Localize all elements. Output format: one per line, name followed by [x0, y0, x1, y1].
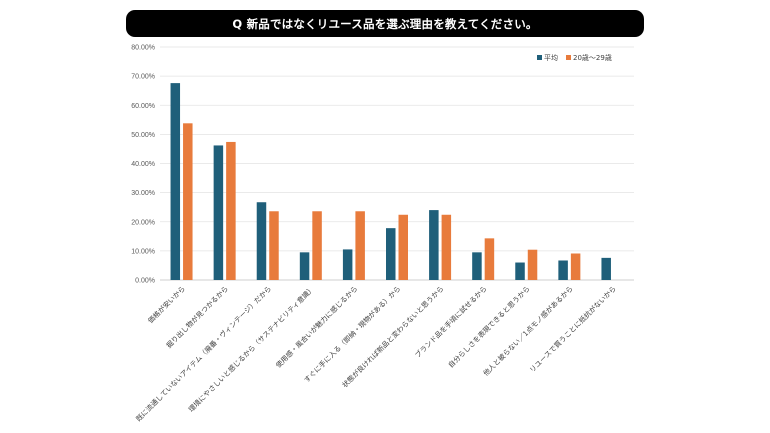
bar-age-20-29 [269, 211, 279, 280]
legend-label: 平均 [544, 53, 558, 62]
x-category-label: 価格が安いから [146, 284, 187, 325]
y-tick-label: 0.00% [135, 278, 155, 285]
bar-age-20-29 [527, 249, 538, 280]
y-tick-label: 60.00% [131, 103, 155, 110]
y-tick-label: 70.00% [131, 74, 155, 81]
bar-age-20-29 [441, 214, 452, 280]
bar-age-20-29 [398, 214, 408, 280]
x-category-label: 他人と被らない／1点モノ感があるから [481, 284, 575, 378]
y-tick-label: 50.00% [131, 132, 155, 139]
bar-age-20-29 [226, 141, 236, 280]
bars [170, 83, 611, 281]
bar-average [558, 260, 568, 280]
bar-average [213, 145, 224, 280]
chart-title: Q 新品ではなくリユース品を選ぶ理由を教えてください。 [232, 16, 538, 31]
bar-age-20-29 [570, 253, 581, 280]
bar-average [256, 202, 267, 280]
chart-title-bar: Q 新品ではなくリユース品を選ぶ理由を教えてください。 [126, 10, 644, 37]
bar-age-20-29 [183, 123, 193, 281]
bar-age-20-29 [312, 211, 322, 280]
y-tick-label: 40.00% [131, 161, 155, 168]
legend-label: 20歳〜29歳 [573, 53, 612, 62]
legend: 平均 20歳〜29歳 [537, 53, 612, 62]
bar-age-20-29 [484, 238, 495, 280]
bar-average [386, 228, 396, 280]
x-category-label: ブランド品を手頃に試せるから [413, 284, 489, 360]
x-category-label: リユースで買うことに抵抗がないから [528, 284, 618, 374]
y-tick-label: 80.00% [131, 45, 155, 52]
y-tick-label: 30.00% [131, 190, 155, 197]
bar-average [429, 210, 439, 280]
bar-average [342, 249, 353, 280]
x-category-label: 使用感・風合いが魅力に感じるから [274, 284, 360, 370]
bar-average [170, 83, 181, 281]
x-category-label: 自分らしさを表現できると思うから [446, 284, 531, 369]
legend-swatch [537, 55, 542, 60]
bar-average [299, 252, 310, 280]
y-tick-label: 20.00% [131, 219, 155, 226]
x-axis-labels: 価格が安いから掘り出し物が見つかるから既に流通していないアイテム（廃番・ヴィンテ… [134, 284, 618, 423]
x-category-label: すぐに手に入る（即納・現物がある）から [302, 284, 402, 384]
bar-average [472, 252, 482, 280]
bar-average [601, 257, 611, 280]
y-tick-label: 10.00% [131, 248, 155, 255]
gridlines [160, 46, 634, 281]
bar-average [515, 262, 525, 280]
bar-age-20-29 [355, 211, 365, 280]
legend-swatch [566, 55, 571, 60]
y-axis-ticks: 0.00% 10.00% 20.00% 30.00% 40.00% 50.00% 60.00… [131, 45, 155, 285]
